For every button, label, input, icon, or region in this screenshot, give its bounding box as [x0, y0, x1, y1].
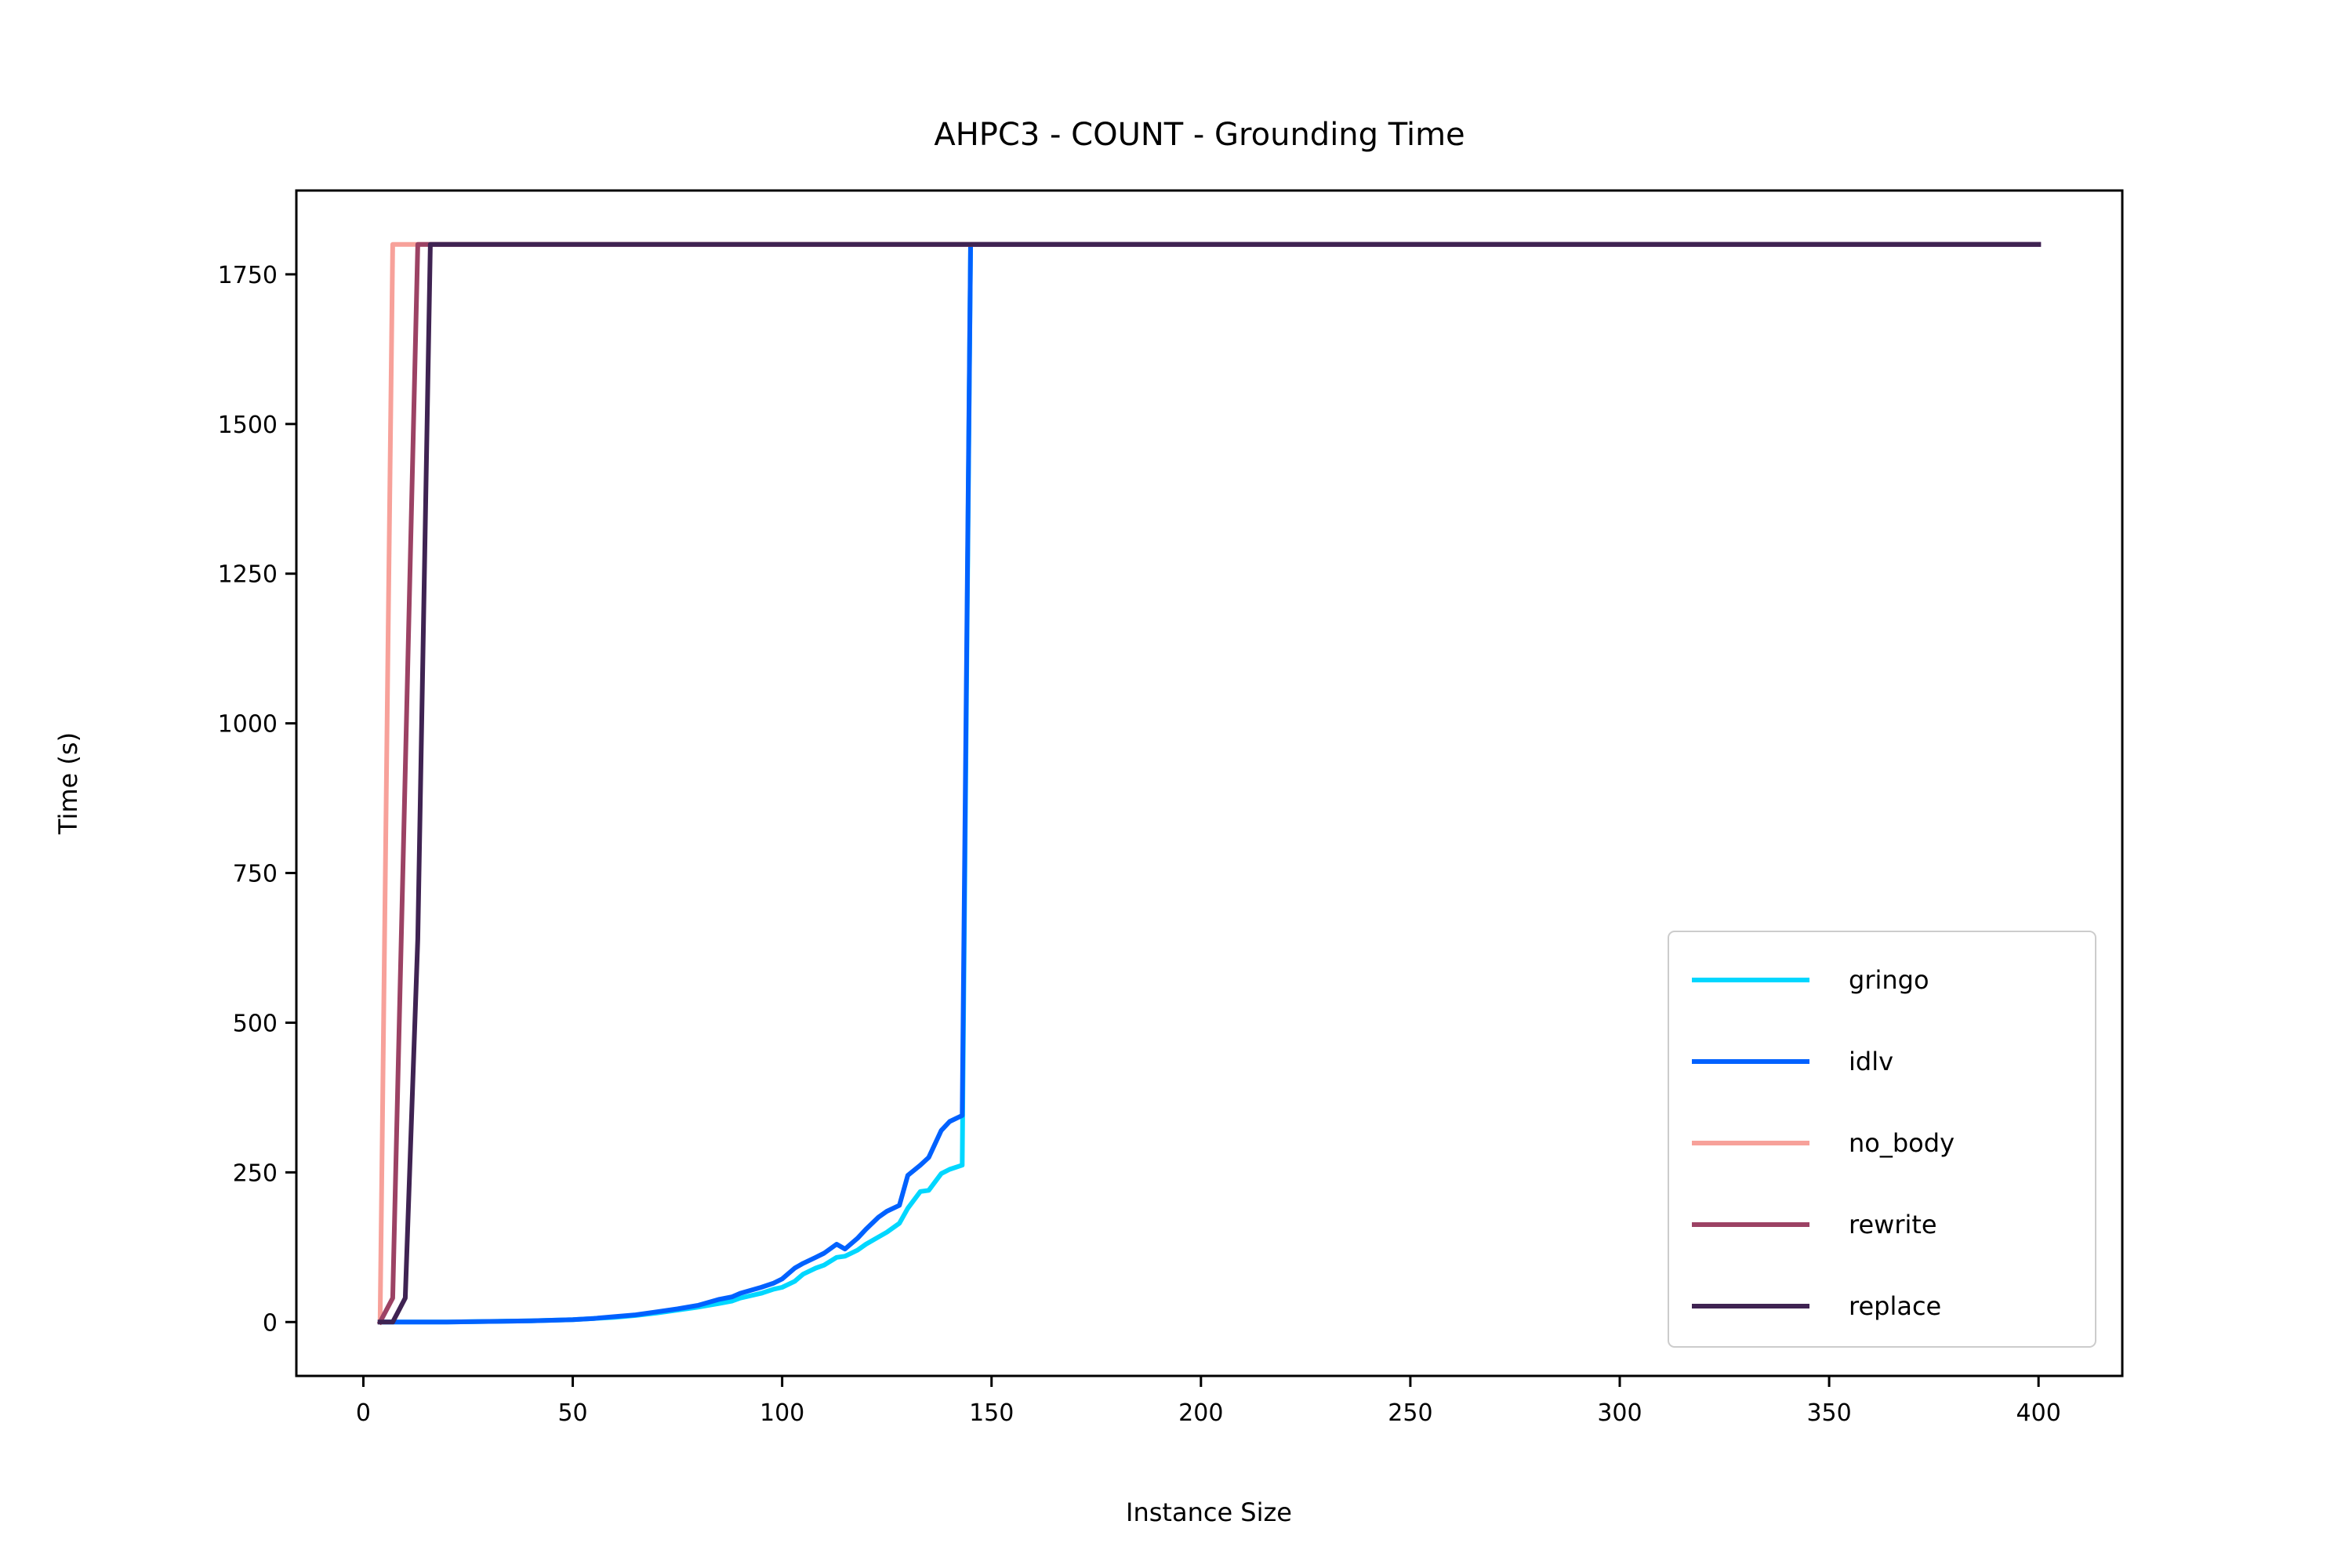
y-tick-label: 750	[233, 861, 278, 888]
y-tick-label: 250	[233, 1160, 278, 1187]
legend-label: idlv	[1849, 1047, 1893, 1076]
chart-title: AHPC3 - COUNT - Grounding Time	[934, 117, 1465, 153]
legend-label: gringo	[1849, 965, 1929, 995]
x-tick-label: 400	[2016, 1399, 2061, 1427]
series-lines	[376, 241, 2042, 1326]
series-line-replace	[377, 241, 2042, 1325]
y-tick-label: 1000	[218, 711, 278, 739]
x-axis-ticks: 0 50 100 150 200 250 300 350 400	[356, 1376, 2061, 1427]
x-tick-label: 300	[1597, 1399, 1642, 1427]
y-tick-label: 0	[263, 1309, 278, 1337]
x-tick-label: 200	[1178, 1399, 1223, 1427]
x-tick-label: 50	[557, 1399, 587, 1427]
x-tick-label: 0	[356, 1399, 371, 1427]
plot-frame	[295, 189, 2124, 1377]
legend-label: no_body	[1849, 1128, 1955, 1158]
y-axis-ticks: 0 250 500 750 1000 1250 1500 1750	[218, 262, 296, 1337]
series-line-idlv	[377, 241, 2042, 1325]
legend-box	[1668, 931, 2096, 1348]
y-tick-label: 500	[233, 1010, 278, 1037]
y-axis-label: Time (s)	[53, 732, 83, 835]
y-tick-label: 1500	[218, 412, 278, 439]
x-tick-label: 250	[1388, 1399, 1432, 1427]
y-tick-label: 1250	[218, 561, 278, 589]
x-tick-label: 100	[760, 1399, 804, 1427]
y-tick-label: 1750	[218, 262, 278, 289]
x-tick-label: 150	[969, 1399, 1014, 1427]
x-axis-label: Instance Size	[1126, 1497, 1292, 1527]
legend-label: replace	[1849, 1291, 1941, 1321]
legend-label: rewrite	[1849, 1210, 1937, 1240]
x-tick-label: 350	[1806, 1399, 1851, 1427]
